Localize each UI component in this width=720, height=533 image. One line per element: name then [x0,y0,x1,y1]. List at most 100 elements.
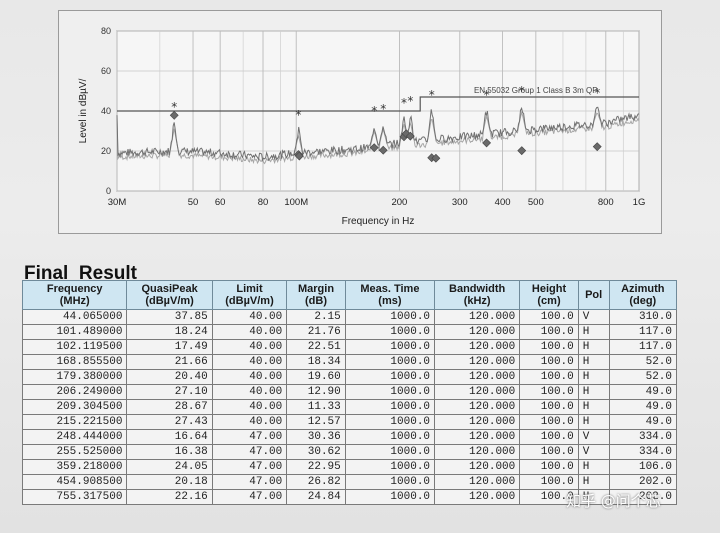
table-cell: 1000.0 [344,384,436,400]
table-cell: 47.00 [211,489,288,505]
column-header-unit: (ms) [378,295,402,307]
table-cell: 120.000 [434,309,521,325]
table-cell: H [577,369,610,385]
table-row: 44.065000 37.85 40.00 2.15 1000.0 120.000 100.… [21,309,678,325]
table-cell: 120.000 [434,414,521,430]
table-cell: 117.0 [608,324,678,340]
table-cell: 120.000 [434,459,521,475]
peak-marker: * [171,100,177,114]
quasipeak-marker [378,145,388,155]
column-header: Bandwidth (kHz) [434,280,521,310]
quasipeak-marker [169,110,179,120]
quasipeak-marker [431,153,441,163]
limit-line [117,96,639,112]
table-cell: 120.000 [434,369,521,385]
table-cell: 1000.0 [344,309,436,325]
table-cell: 26.82 [286,474,346,490]
column-header: Limit (dBµV/m) [211,280,288,310]
table-cell: 18.24 [126,324,213,340]
table-cell: 21.66 [126,354,213,370]
peak-marker: * [519,84,525,98]
table-cell: V [577,429,610,445]
column-header-unit: (dB) [305,295,328,307]
table-cell: 117.0 [608,339,678,355]
y-tick-label: 20 [101,146,111,156]
table-cell: 1000.0 [344,489,436,505]
table-cell: 100.0 [519,324,579,340]
table-cell: 22.16 [126,489,213,505]
table-cell: 16.38 [126,444,213,460]
table-cell: 21.76 [286,324,346,340]
table-cell: 100.0 [519,489,579,505]
y-tick-label: 60 [101,66,111,76]
table-cell: 120.000 [434,399,521,415]
table-cell: H [577,489,610,505]
table-row: 179.380000 20.40 40.00 19.60 1000.0 120.000 10… [21,369,678,385]
table-cell: 40.00 [211,309,288,325]
table-cell: 120.000 [434,429,521,445]
x-tick-label: 300 [452,197,468,208]
table-cell: 101.489000 [21,324,128,340]
table-cell: 1000.0 [344,354,436,370]
column-header: Margin (dB) [286,280,346,310]
table-cell: 120.000 [434,339,521,355]
table-cell: 120.000 [434,474,521,490]
y-tick-label: 0 [106,186,111,196]
peak-marker: * [401,96,407,110]
table-cell: 30.36 [286,429,346,445]
column-header-label: Azimuth [621,283,665,295]
table-cell: 47.00 [211,444,288,460]
table-cell: 2.15 [286,309,346,325]
table-cell: 168.855500 [21,354,128,370]
column-header: Meas. Time (ms) [344,280,436,310]
table-cell: 52.0 [608,354,678,370]
table-cell: H [577,324,610,340]
table-cell: 1000.0 [344,459,436,475]
table-cell: 100.0 [519,354,579,370]
column-header: QuasiPeak (dBµV/m) [126,280,213,310]
table-cell: 47.00 [211,429,288,445]
table-cell: 359.218000 [21,459,128,475]
table-cell: 102.119500 [21,339,128,355]
x-axis-title: Frequency in Hz [342,216,415,227]
table-cell: 248.444000 [21,429,128,445]
quasipeak-marker [482,138,492,148]
x-tick-label: 60 [215,197,226,208]
table-cell: 100.0 [519,384,579,400]
x-tick-label: 30M [108,197,127,208]
table-row: 168.855500 21.66 40.00 18.34 1000.0 120.000 10… [21,354,678,370]
table-cell: 1000.0 [344,339,436,355]
table-cell: H [577,339,610,355]
table-row: 209.304500 28.67 40.00 11.33 1000.0 120.000 10… [21,399,678,415]
table-cell: 179.380000 [21,369,128,385]
table-cell: H [577,399,610,415]
table-cell: 1000.0 [344,429,436,445]
table-cell: 310.0 [608,309,678,325]
x-tick-label: 500 [528,197,544,208]
table-cell: 1000.0 [344,474,436,490]
chart-svg: 0 20 40 60 80 30M 50 60 80 100M 200 300 400 500 800 1G F… [78,26,645,227]
table-cell: 215.221500 [21,414,128,430]
table-cell: 100.0 [519,474,579,490]
column-header: Height (cm) [519,280,579,310]
table-cell: 40.00 [211,399,288,415]
table-cell: 49.0 [608,399,678,415]
table-cell: 12.90 [286,384,346,400]
column-header-unit: (kHz) [463,295,491,307]
table-cell: 1000.0 [344,399,436,415]
table-cell: V [577,309,610,325]
peak-marker: * [371,104,377,118]
column-header: Azimuth (deg) [608,280,678,310]
table-row: 102.119500 17.49 40.00 22.51 1000.0 120.000 10… [21,339,678,355]
table-cell: 100.0 [519,369,579,385]
table-cell: 49.0 [608,414,678,430]
column-header-label: Bandwidth [449,283,506,295]
table-cell: 18.34 [286,354,346,370]
y-tick-label: 40 [101,106,111,116]
quasipeak-marker [369,143,379,153]
peak-marker: * [484,88,490,102]
peak-marker: * [407,94,413,108]
table-cell: 47.00 [211,474,288,490]
trace-vertical [116,106,640,162]
